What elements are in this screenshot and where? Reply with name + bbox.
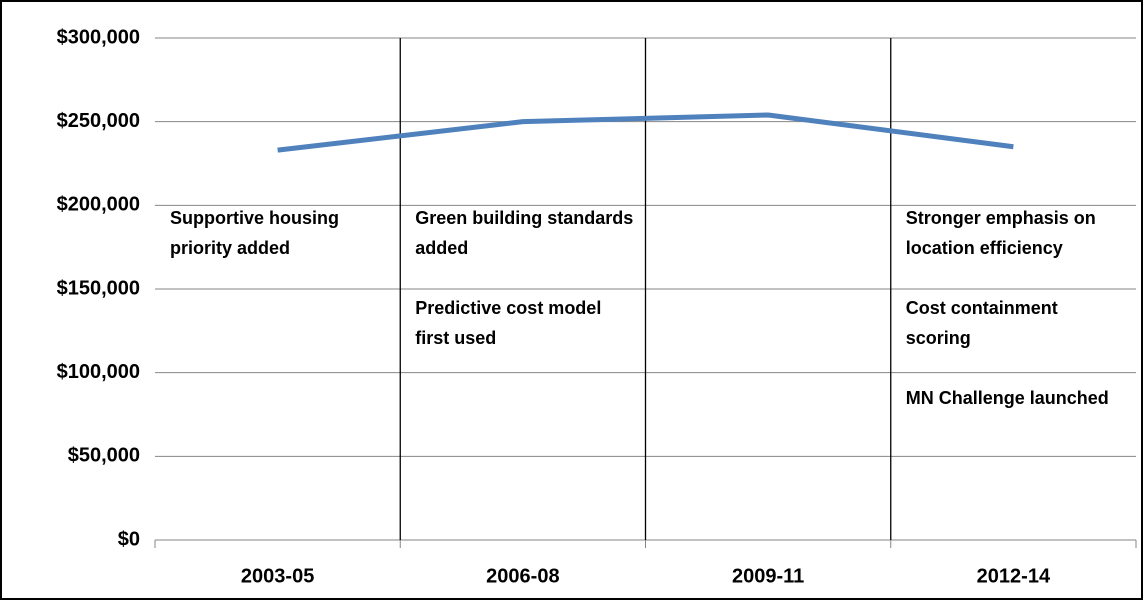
y-tick-label: $200,000 [57, 194, 140, 216]
annotation: Green building standards added [415, 208, 634, 258]
y-tick-label: $150,000 [57, 277, 140, 299]
annotation: Supportive housing priority added [170, 208, 339, 258]
y-tick-label: $100,000 [57, 361, 140, 383]
y-tick-label: $300,000 [57, 26, 140, 48]
data-line [277, 112, 1014, 153]
x-tick-label: 2009-11 [732, 565, 804, 587]
annotation: Cost containment scoring [905, 298, 1058, 348]
x-tick-label: 2003-05 [241, 565, 314, 587]
annotation: MN Challenge launched [905, 388, 1109, 408]
y-tick-label: $250,000 [57, 110, 140, 132]
y-tick-label: $0 [118, 528, 140, 550]
x-tick-label: 2006-08 [486, 565, 559, 587]
annotation: Predictive cost model first used [415, 298, 602, 348]
y-tick-label: $50,000 [68, 445, 140, 467]
x-tick-label: 2012-14 [977, 565, 1051, 587]
annotation: Stronger emphasis on location efficiency [905, 208, 1096, 258]
